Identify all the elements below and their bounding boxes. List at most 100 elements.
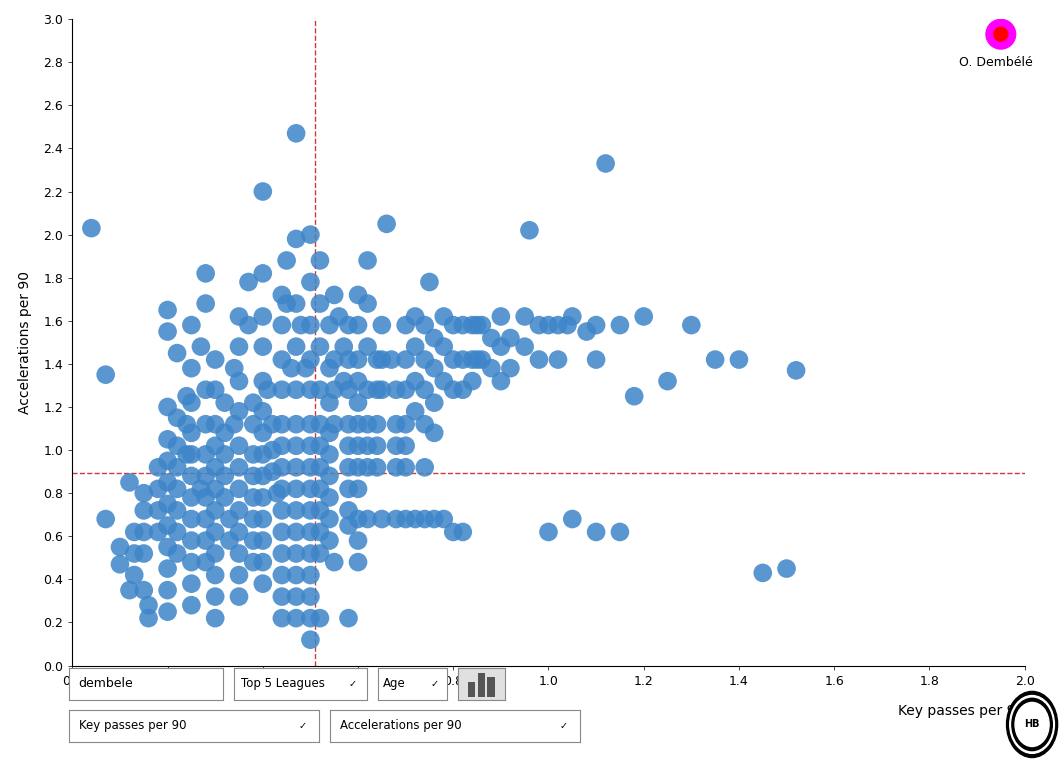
Point	[231, 569, 248, 581]
Point	[493, 340, 510, 353]
Point	[340, 504, 358, 516]
Point	[340, 612, 358, 624]
Point	[254, 340, 271, 353]
Point	[312, 461, 329, 474]
Point	[273, 569, 290, 581]
Point	[150, 483, 167, 495]
Point	[349, 418, 366, 431]
Point	[349, 483, 366, 495]
Point	[287, 440, 304, 452]
Point	[359, 298, 376, 310]
Point	[231, 340, 248, 353]
Point	[349, 396, 366, 409]
Point	[206, 548, 223, 560]
Point	[197, 491, 214, 503]
Point	[312, 254, 329, 266]
Point	[259, 383, 276, 396]
Point	[160, 606, 177, 618]
Point	[302, 461, 319, 474]
Point	[160, 325, 177, 337]
Point	[197, 513, 214, 525]
Point	[226, 362, 243, 374]
Point	[373, 319, 390, 331]
Point	[221, 513, 238, 525]
Text: Accelerations per 90: Accelerations per 90	[339, 720, 462, 732]
Point	[493, 311, 510, 323]
Point	[264, 418, 281, 431]
Point	[564, 513, 581, 525]
Point	[321, 362, 338, 374]
Point	[231, 483, 248, 495]
Point	[349, 556, 366, 568]
Point	[483, 362, 500, 374]
Point	[160, 401, 177, 413]
Point	[287, 548, 304, 560]
Point	[183, 470, 200, 482]
Point	[445, 353, 462, 366]
Point	[993, 28, 1010, 41]
Point	[397, 383, 414, 396]
Point	[326, 418, 343, 431]
Point	[231, 591, 248, 603]
Point	[778, 562, 795, 575]
Point	[254, 448, 271, 461]
Point	[254, 470, 271, 482]
Point	[231, 405, 248, 418]
Point	[416, 418, 433, 431]
Point	[135, 504, 152, 516]
Point	[387, 383, 404, 396]
Point	[626, 390, 643, 402]
Point	[178, 418, 195, 431]
Point	[326, 556, 343, 568]
Point	[287, 504, 304, 516]
Point	[397, 353, 414, 366]
Point	[516, 311, 533, 323]
Point	[502, 332, 519, 344]
Point	[397, 418, 414, 431]
Point	[193, 483, 210, 495]
Point	[302, 418, 319, 431]
Point	[493, 375, 510, 387]
Point	[387, 461, 404, 474]
Point	[312, 418, 329, 431]
Text: Top 5 Leagues: Top 5 Leagues	[240, 678, 325, 690]
Point	[287, 612, 304, 624]
Point	[426, 513, 443, 525]
Point	[387, 418, 404, 431]
Point	[340, 319, 358, 331]
Point	[549, 319, 566, 331]
Point	[312, 298, 329, 310]
Point	[183, 396, 200, 409]
Point	[245, 448, 262, 461]
Point	[168, 504, 185, 516]
Point	[273, 612, 290, 624]
Point	[521, 224, 538, 236]
Point	[206, 569, 223, 581]
Point	[287, 127, 304, 139]
Point	[278, 298, 295, 310]
Point	[126, 526, 143, 538]
Point	[160, 477, 177, 489]
Point	[231, 375, 248, 387]
Point	[368, 418, 385, 431]
Point	[140, 599, 157, 611]
Circle shape	[1015, 702, 1049, 747]
Point	[578, 325, 595, 337]
Point	[302, 504, 319, 516]
Point	[168, 440, 185, 452]
Point	[321, 396, 338, 409]
Point	[216, 491, 233, 503]
Point	[587, 319, 604, 331]
Point	[160, 498, 177, 510]
Point	[359, 340, 376, 353]
Point	[168, 412, 185, 424]
Point	[464, 319, 481, 331]
Point	[135, 526, 152, 538]
Point	[160, 541, 177, 553]
Point	[245, 491, 262, 503]
Point	[321, 513, 338, 525]
Point	[287, 298, 304, 310]
Text: HB: HB	[1025, 719, 1040, 730]
Point	[183, 319, 200, 331]
Point	[231, 548, 248, 560]
